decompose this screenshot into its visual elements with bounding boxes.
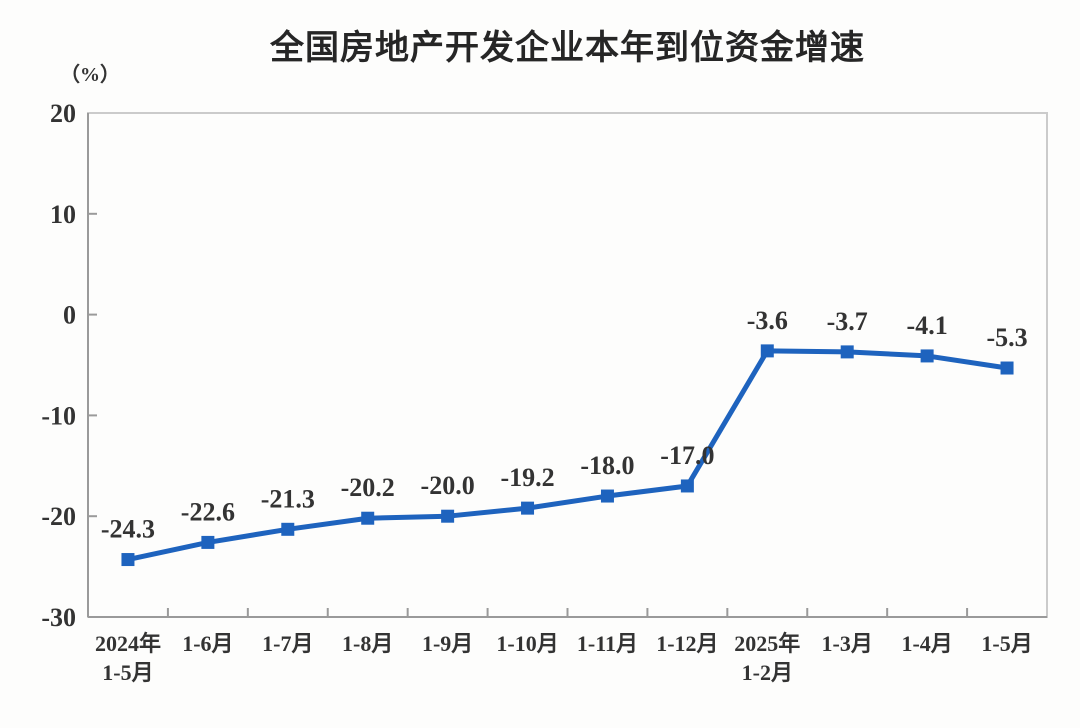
data-point-label: -20.0	[421, 471, 475, 500]
x-tick-label: 1-3月	[822, 631, 873, 656]
data-point-label: -17.0	[660, 441, 714, 470]
x-tick-label: 1-7月	[262, 631, 313, 656]
y-tick-label: -10	[41, 401, 76, 430]
x-tick-label: 1-12月	[656, 631, 718, 656]
data-point	[441, 509, 455, 523]
chart-title: 全国房地产开发企业本年到位资金增速	[270, 29, 865, 67]
data-point-label: -20.2	[341, 473, 395, 502]
x-tick-label: 1-6月	[182, 631, 233, 656]
x-tick-label: 1-5月	[102, 660, 153, 685]
y-tick-label: 0	[63, 301, 76, 330]
data-point	[600, 489, 614, 503]
y-tick-label: 20	[50, 99, 76, 128]
data-point	[1000, 361, 1014, 375]
data-point	[521, 501, 535, 515]
data-point	[680, 479, 694, 493]
data-point-label: -5.3	[986, 323, 1027, 352]
x-tick-label: 2025年	[734, 631, 800, 656]
data-point	[121, 553, 135, 567]
y-axis-unit-label: （%）	[60, 64, 120, 86]
data-point-label: -19.2	[500, 463, 554, 492]
data-point	[760, 344, 774, 358]
x-tick-label: 1-9月	[422, 631, 473, 656]
data-point-label: -18.0	[580, 451, 634, 480]
data-point-label: -22.6	[181, 497, 235, 526]
data-point	[361, 511, 375, 525]
data-point-label: -24.3	[101, 515, 155, 544]
y-tick-label: 10	[50, 200, 76, 229]
data-point	[840, 345, 854, 359]
data-point-label: -3.6	[747, 306, 788, 335]
data-line	[125, 348, 1010, 563]
x-tick-label: 1-2月	[742, 660, 793, 685]
data-point-label: -21.3	[261, 484, 315, 513]
plot-border	[87, 112, 1048, 618]
y-tick-label: -20	[41, 502, 76, 531]
x-tick-label: 1-8月	[342, 631, 393, 656]
y-tick-label: -30	[41, 603, 76, 632]
data-point	[281, 522, 295, 536]
x-tick-label: 1-11月	[577, 631, 638, 656]
x-tick-label: 1-10月	[496, 631, 558, 656]
x-tick-label: 2024年	[95, 631, 161, 656]
data-point-label: -3.7	[827, 307, 868, 336]
data-point	[201, 535, 215, 549]
data-point	[920, 349, 934, 363]
data-point-label: -4.1	[907, 311, 948, 340]
x-tick-label: 1-4月	[901, 631, 952, 656]
x-tick-label: 1-5月	[981, 631, 1032, 656]
